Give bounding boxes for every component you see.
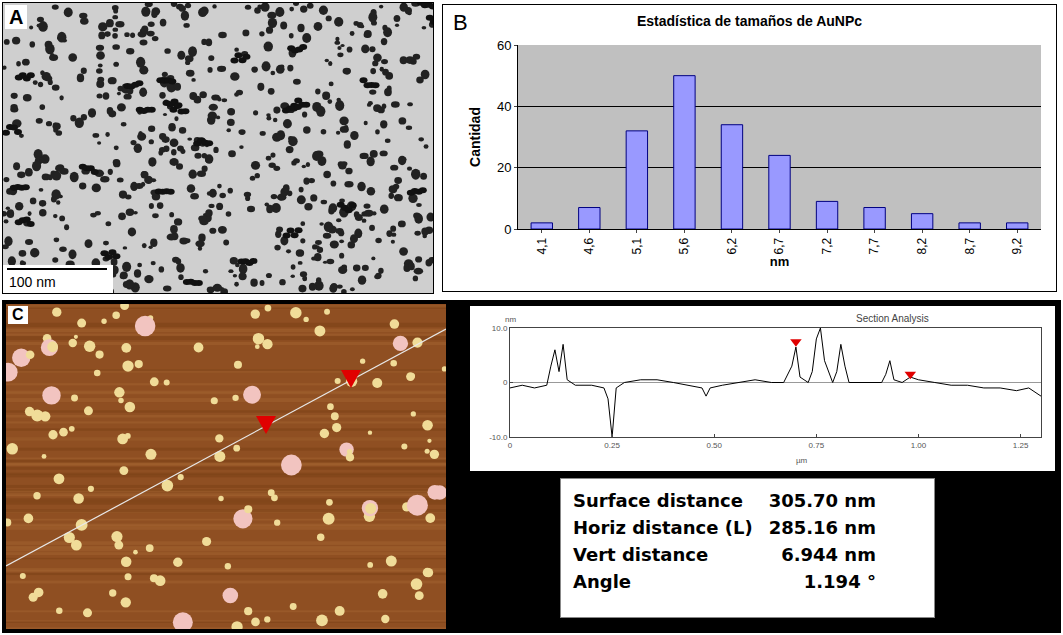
svg-text:0: 0 bbox=[503, 378, 508, 387]
svg-text:1.00: 1.00 bbox=[911, 441, 927, 450]
svg-text:7,2: 7,2 bbox=[820, 237, 834, 254]
svg-text:7,7: 7,7 bbox=[867, 237, 881, 254]
html-text:A: A bbox=[9, 6, 24, 28]
svg-text:0.50: 0.50 bbox=[706, 441, 722, 450]
svg-text:0: 0 bbox=[504, 222, 511, 237]
svg-text:Section Analysis: Section Analysis bbox=[856, 313, 929, 324]
svg-text:100 nm: 100 nm bbox=[9, 274, 56, 290]
svg-text:Estadística de tamaños de AuNP: Estadística de tamaños de AuNPc bbox=[637, 13, 862, 29]
html-text:6.944 nm: 6.944 nm bbox=[781, 544, 876, 565]
svg-text:5,1: 5,1 bbox=[630, 237, 644, 254]
svg-text:5,6: 5,6 bbox=[677, 237, 691, 254]
svg-text:20: 20 bbox=[497, 160, 511, 175]
svg-text:Cantidad: Cantidad bbox=[467, 107, 483, 167]
svg-text:60: 60 bbox=[497, 38, 511, 53]
svg-text:-10.0: -10.0 bbox=[489, 433, 508, 442]
html-text:285.16 nm: 285.16 nm bbox=[768, 517, 876, 538]
svg-text:nm: nm bbox=[505, 315, 516, 324]
svg-text:10.0: 10.0 bbox=[492, 324, 508, 333]
html-text:Vert distance: Vert distance bbox=[573, 544, 709, 565]
html-text:Horiz distance (L): Horiz distance (L) bbox=[573, 517, 753, 538]
html-text:B: B bbox=[453, 10, 468, 35]
svg-text:6,7: 6,7 bbox=[772, 237, 786, 254]
svg-text:0.25: 0.25 bbox=[604, 441, 620, 450]
svg-text:µm: µm bbox=[796, 456, 808, 465]
svg-text:nm: nm bbox=[770, 254, 790, 269]
svg-text:9,2: 9,2 bbox=[1010, 237, 1024, 254]
svg-text:1.25: 1.25 bbox=[1013, 441, 1029, 450]
svg-text:4,6: 4,6 bbox=[582, 237, 596, 254]
svg-text:8,2: 8,2 bbox=[915, 237, 929, 254]
html-text:Surface distance: Surface distance bbox=[573, 490, 743, 511]
html-text:Angle: Angle bbox=[573, 571, 631, 592]
html-text:1.194 °: 1.194 ° bbox=[803, 571, 876, 592]
svg-text:0.75: 0.75 bbox=[809, 441, 825, 450]
svg-text:6,2: 6,2 bbox=[725, 237, 739, 254]
svg-text:0: 0 bbox=[508, 441, 513, 450]
html-text:305.70 nm: 305.70 nm bbox=[768, 490, 876, 511]
svg-text:4,1: 4,1 bbox=[535, 237, 549, 254]
svg-text:40: 40 bbox=[497, 99, 511, 114]
svg-text:8,7: 8,7 bbox=[963, 237, 977, 254]
html-text:C: C bbox=[12, 306, 24, 323]
